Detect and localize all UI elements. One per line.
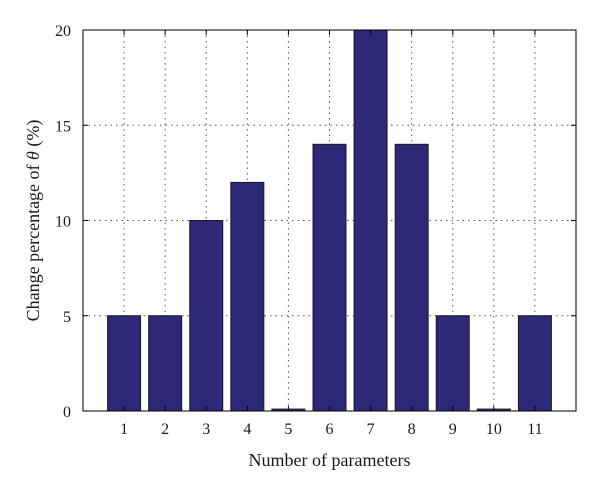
bar-4 [230, 181, 265, 412]
x-tick-label: 10 [486, 421, 502, 438]
y-tick-label: 5 [63, 309, 71, 326]
x-tick-label: 6 [326, 421, 334, 438]
bar-9 [435, 315, 470, 412]
y-axis-title-suffix: (%) [23, 120, 44, 151]
bar-8 [394, 143, 429, 412]
y-tick-label: 10 [55, 214, 71, 231]
bar-3 [189, 220, 224, 412]
ticks-layer [83, 29, 576, 412]
bar-2 [148, 315, 183, 412]
bar-1 [107, 315, 142, 412]
x-tick-label: 3 [202, 421, 210, 438]
x-tick-label: 5 [284, 421, 292, 438]
y-tick-label: 0 [63, 404, 71, 421]
x-tick-label: 1 [120, 421, 128, 438]
x-tick-label: 2 [161, 421, 169, 438]
y-axis-title-symbol: θ [23, 151, 43, 160]
y-axis-title: Change percentage of θ (%) [23, 120, 44, 322]
tick-labels: 0 5 10 15 20 1 2 3 4 5 6 7 8 9 10 11 [55, 23, 543, 438]
y-tick-label: 15 [55, 118, 71, 135]
bar-11 [517, 315, 552, 412]
x-axis-title: Number of parameters [249, 450, 411, 470]
x-tick-label: 4 [243, 421, 251, 438]
bar-6 [312, 143, 347, 412]
x-tick-label: 8 [408, 421, 416, 438]
y-tick-label: 20 [55, 23, 71, 40]
x-tick-label: 7 [367, 421, 375, 438]
bar-7 [353, 29, 388, 412]
x-tick-label: 11 [527, 421, 542, 438]
x-tick-label: 9 [449, 421, 457, 438]
y-axis-title-prefix: Change percentage of [23, 160, 43, 321]
bars-layer [107, 29, 552, 412]
